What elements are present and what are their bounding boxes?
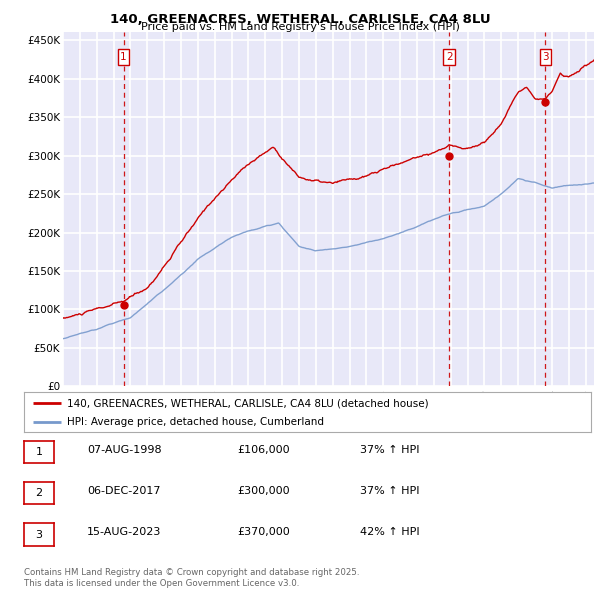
Text: 1: 1 [120,52,127,62]
Text: 37% ↑ HPI: 37% ↑ HPI [360,445,419,454]
Text: 3: 3 [542,52,549,62]
Text: £106,000: £106,000 [237,445,290,454]
Text: 3: 3 [35,530,43,539]
Text: 37% ↑ HPI: 37% ↑ HPI [360,486,419,496]
Text: 07-AUG-1998: 07-AUG-1998 [87,445,161,454]
Text: HPI: Average price, detached house, Cumberland: HPI: Average price, detached house, Cumb… [67,417,323,427]
Text: 2: 2 [35,489,43,498]
Text: Contains HM Land Registry data © Crown copyright and database right 2025.
This d: Contains HM Land Registry data © Crown c… [24,568,359,588]
Text: £370,000: £370,000 [237,527,290,537]
Text: 15-AUG-2023: 15-AUG-2023 [87,527,161,537]
Text: 140, GREENACRES, WETHERAL, CARLISLE, CA4 8LU (detached house): 140, GREENACRES, WETHERAL, CARLISLE, CA4… [67,398,428,408]
Text: £300,000: £300,000 [237,486,290,496]
Text: Price paid vs. HM Land Registry's House Price Index (HPI): Price paid vs. HM Land Registry's House … [140,22,460,32]
Text: 140, GREENACRES, WETHERAL, CARLISLE, CA4 8LU: 140, GREENACRES, WETHERAL, CARLISLE, CA4… [110,13,490,26]
Text: 2: 2 [446,52,452,62]
Text: 06-DEC-2017: 06-DEC-2017 [87,486,161,496]
Text: 1: 1 [35,447,43,457]
Text: 42% ↑ HPI: 42% ↑ HPI [360,527,419,537]
